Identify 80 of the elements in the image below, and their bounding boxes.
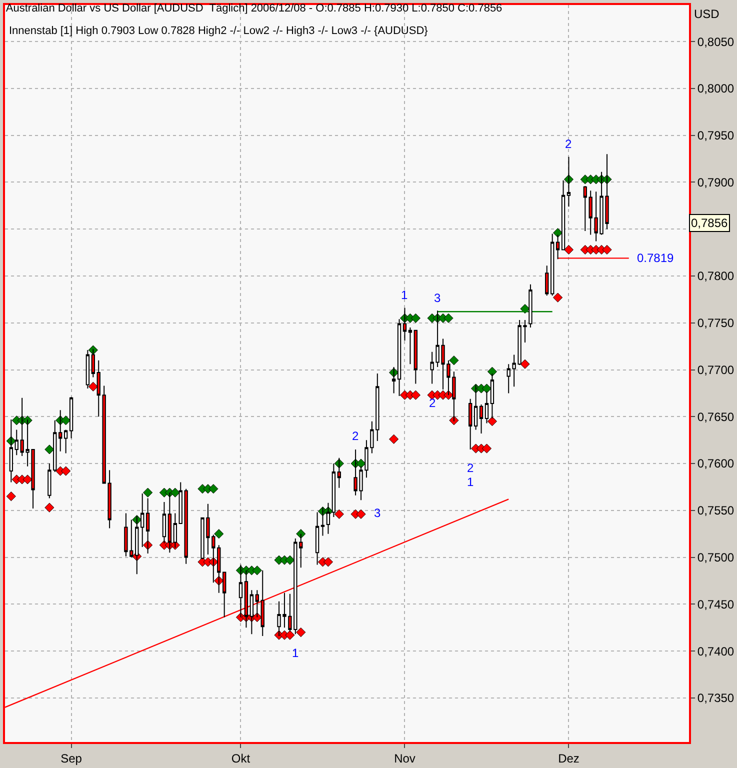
annotation: 3 [434,291,441,305]
y-tick-label: 0,7700 [697,362,734,377]
annotation: 2 [429,396,436,410]
y-tick-label: 0,7800 [697,269,734,284]
point [334,509,344,519]
annotation: 1 [401,288,408,302]
point [252,612,262,622]
annotation: 1 [467,475,474,489]
point [482,444,492,454]
candlestick [64,429,68,454]
point [88,382,98,392]
candlestick [255,590,259,618]
y-tick-label: 0,7900 [697,175,734,190]
point [487,416,497,426]
point [410,390,420,400]
y-tick-label: 0,7950 [697,128,734,143]
point [482,384,492,394]
point [449,356,459,366]
annotation: 2 [467,461,474,475]
point [285,555,295,565]
candlestick [545,265,549,296]
text: 0,7856 [691,216,728,230]
point [444,390,454,400]
y-tick-label: 0,7450 [697,597,734,612]
point [170,488,180,498]
point [143,488,153,498]
point [214,529,224,539]
y-tick-label: 0,7550 [697,504,734,518]
point [44,502,54,512]
chart-title: Australian Dollar vs US Dollar [AUDUSD Täglich] 2006/12/08 - O:0.7885 H:0.7930 L:0.7850 C:0.7856 [6,2,502,15]
x-tick-label: Nov [394,751,416,766]
point [296,529,306,539]
point [6,492,16,502]
point [520,359,530,369]
point [61,416,71,426]
y-tick-label: 0,7400 [697,644,734,658]
y-tick-label: 0,7600 [697,456,734,471]
point [389,434,399,444]
point [410,313,420,323]
point [449,416,459,426]
point [520,304,530,314]
point [285,630,295,640]
point [61,466,71,476]
candlestick [337,457,341,488]
y-tick-label: 0,7750 [697,316,734,330]
annotation: 3 [374,506,381,520]
candlestick [408,327,412,365]
y-tick-label: 0,8000 [697,82,734,96]
y-tick-label: 0,7350 [697,691,734,706]
point [487,366,497,376]
point [356,458,366,468]
text: Innenstab [1] High 0.7903 Low 0.7828 High2 -/- Low2 -/- High3 -/- Low3 -/- {AUDUSD} [9,25,428,37]
x-tick-label: Sep [60,751,82,766]
point [553,228,563,238]
candlestick [392,366,396,394]
candlestick [91,348,95,378]
y-tick-label: 0,7650 [697,410,734,424]
point [564,244,574,255]
point [252,566,262,576]
y-tick-label: 0,8050 [697,34,734,49]
x-tick-label: Okt [231,751,251,766]
point [444,313,454,323]
point [553,292,563,302]
annotation: 2 [565,137,572,151]
annotation: 2 [352,429,359,443]
y-tick-label: 0,7500 [697,550,734,564]
point [44,444,54,454]
y-axis-title: USD [694,7,720,21]
point [22,474,32,484]
candlestick [479,404,484,434]
candlestick [566,156,571,208]
annotation: 1 [292,646,299,660]
point [208,484,218,494]
point [356,509,366,519]
candlestick [414,330,418,384]
point [323,557,334,567]
annotation: 0.7819 [637,251,674,265]
point [602,244,612,255]
point [296,627,306,638]
x-tick-label: Dez [558,751,580,766]
